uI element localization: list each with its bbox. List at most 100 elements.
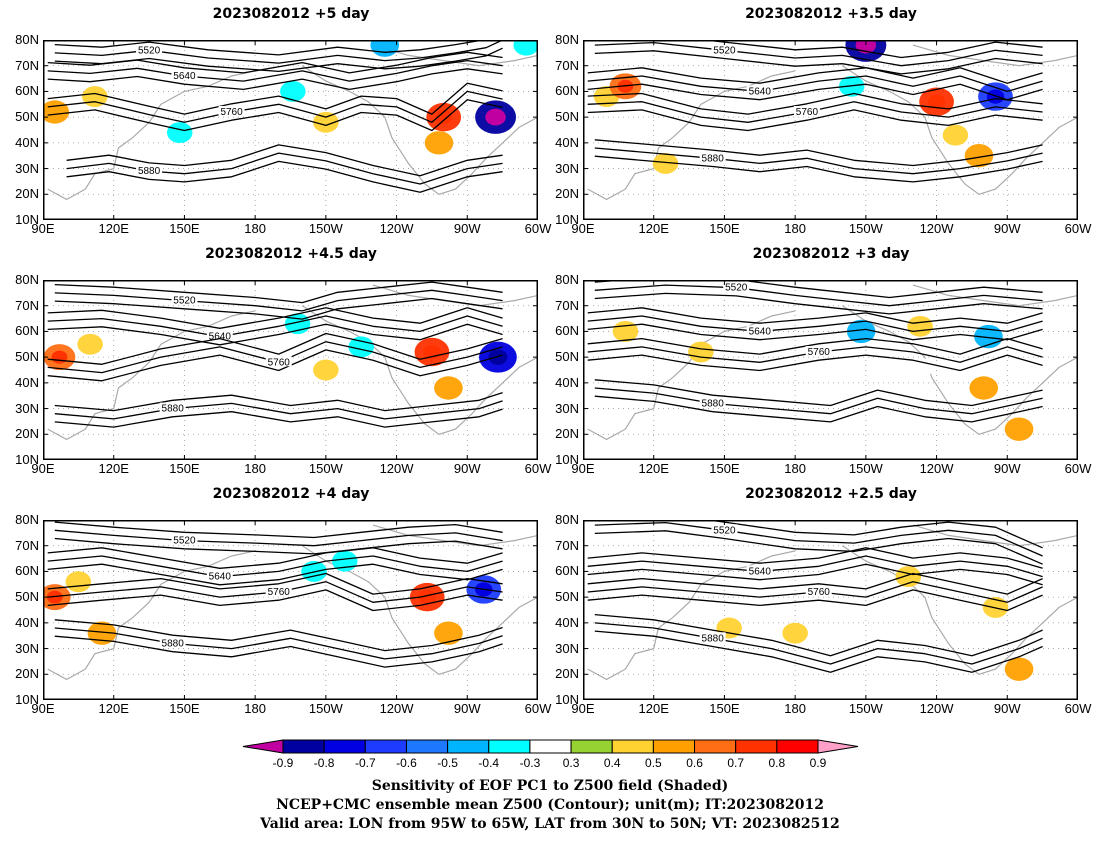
lat-tick-label: 60N xyxy=(555,563,579,579)
contour-label: 5880 xyxy=(162,404,185,415)
contour-label-bg xyxy=(746,85,773,96)
z500-contour xyxy=(47,323,503,346)
sensitivity-core xyxy=(488,349,508,365)
z500-contour xyxy=(587,547,1043,569)
lat-tick-label: 30N xyxy=(555,400,579,416)
colorbar-box xyxy=(447,739,490,754)
z500-contour xyxy=(54,537,503,555)
coastline xyxy=(841,305,1078,435)
z500-contour xyxy=(587,563,1043,586)
lat-tick-label: 20N xyxy=(15,426,39,442)
z500-contour xyxy=(54,521,503,539)
lon-tick-label: 120W xyxy=(379,701,414,716)
contour-label-bg xyxy=(206,570,233,581)
contour-label-bg xyxy=(699,632,726,643)
contour-label: 5880 xyxy=(702,153,725,164)
map-frame xyxy=(43,40,538,220)
lat-tick-label: 10N xyxy=(15,212,39,227)
coastline xyxy=(301,545,538,675)
contour-label-bg xyxy=(171,534,198,545)
colorbar-label: -0.6 xyxy=(396,756,417,770)
contour-label: 5520 xyxy=(138,45,161,56)
colorbar-min-arrow xyxy=(242,739,284,754)
colorbar-box xyxy=(570,739,613,754)
panel-title: 2023082012 +5 day xyxy=(212,6,370,22)
z500-contour xyxy=(47,589,503,612)
coastline xyxy=(912,44,1078,67)
colorbar-label: -0.9 xyxy=(272,756,294,770)
colorbar-label: -0.5 xyxy=(437,756,458,770)
contour-label-bg xyxy=(699,152,726,163)
colorbar-box xyxy=(323,739,366,754)
z500-contour xyxy=(54,289,503,312)
positive-sensitivity-area xyxy=(1004,657,1034,681)
positive-sensitivity-area xyxy=(964,144,994,168)
z500-contour xyxy=(47,563,503,586)
map-panel: 5520 5640 5760 5880 xyxy=(43,40,538,220)
positive-sensitivity-area xyxy=(688,341,714,363)
lon-tick-label: 90W xyxy=(453,221,481,236)
coastline xyxy=(912,284,1078,307)
lat-tick-label: 80N xyxy=(15,512,39,527)
contour-label-bg xyxy=(723,281,750,292)
positive-sensitivity-area xyxy=(65,571,92,593)
contour-label: 5640 xyxy=(209,572,232,583)
contour-label-bg xyxy=(793,106,820,116)
lon-tick-label: 90E xyxy=(31,221,55,236)
z500-contour xyxy=(594,155,1043,183)
contour-label-bg xyxy=(265,356,292,367)
coastline xyxy=(912,524,1078,547)
lat-tick-label: 80N xyxy=(15,32,39,47)
z500-contour xyxy=(47,349,503,382)
positive-sensitivity-area xyxy=(969,376,999,400)
lat-tick-label: 30N xyxy=(15,640,39,656)
lat-tick-label: 30N xyxy=(555,640,579,656)
colorbar-box xyxy=(282,739,325,754)
contour-label: 5760 xyxy=(796,107,819,118)
lat-tick-label: 10N xyxy=(555,452,579,467)
contour-label-bg xyxy=(265,586,292,596)
contour-label-bg xyxy=(218,106,245,116)
positive-sensitivity-area xyxy=(907,315,933,337)
z500-contour xyxy=(54,40,503,64)
z500-contour xyxy=(587,346,1043,363)
lon-tick-label: 120W xyxy=(919,701,954,716)
lon-tick-label: 150E xyxy=(169,701,200,716)
positive-sensitivity-area xyxy=(43,100,70,124)
z500-contour xyxy=(47,99,503,132)
z500-contour xyxy=(594,530,1043,565)
lat-tick-label: 30N xyxy=(15,160,39,176)
z500-contour xyxy=(594,630,1043,673)
contour-label: 5880 xyxy=(138,166,161,177)
lat-tick-label: 80N xyxy=(15,272,39,287)
lon-tick-label: 90E xyxy=(571,221,595,236)
lat-tick-label: 40N xyxy=(555,614,579,630)
lon-tick-label: 120E xyxy=(98,221,129,236)
z500-contour xyxy=(587,581,1043,603)
lat-tick-label: 20N xyxy=(555,426,579,442)
panel-title: 2023082012 +3 day xyxy=(752,246,910,262)
lon-tick-label: 120E xyxy=(638,461,669,476)
lon-tick-label: 120E xyxy=(638,701,669,716)
z500-contour xyxy=(587,572,1043,595)
lat-tick-label: 60N xyxy=(555,83,579,99)
positive-sensitivity-area xyxy=(652,152,679,174)
z500-contour xyxy=(54,40,487,56)
contour-label: 5880 xyxy=(702,633,725,644)
positive-sensitivity-area xyxy=(87,621,117,645)
contour-label: 5760 xyxy=(220,107,243,118)
contour-label: 5880 xyxy=(162,638,185,649)
contour-label-bg xyxy=(171,70,198,80)
colorbar-box xyxy=(694,739,737,754)
colorbar-label: 0.6 xyxy=(686,756,703,770)
contour-label: 5640 xyxy=(749,566,772,577)
z500-contour xyxy=(47,307,503,329)
z500-contour xyxy=(54,627,503,660)
contour-label-bg xyxy=(699,397,726,408)
contour-label-bg xyxy=(746,325,773,336)
negative-sensitivity-area xyxy=(513,40,538,56)
lon-tick-label: 150W xyxy=(308,701,343,716)
z500-contour xyxy=(47,332,503,365)
colorbar-label: 0.7 xyxy=(727,756,745,770)
panel-title: 2023082012 +4 day xyxy=(212,486,370,502)
